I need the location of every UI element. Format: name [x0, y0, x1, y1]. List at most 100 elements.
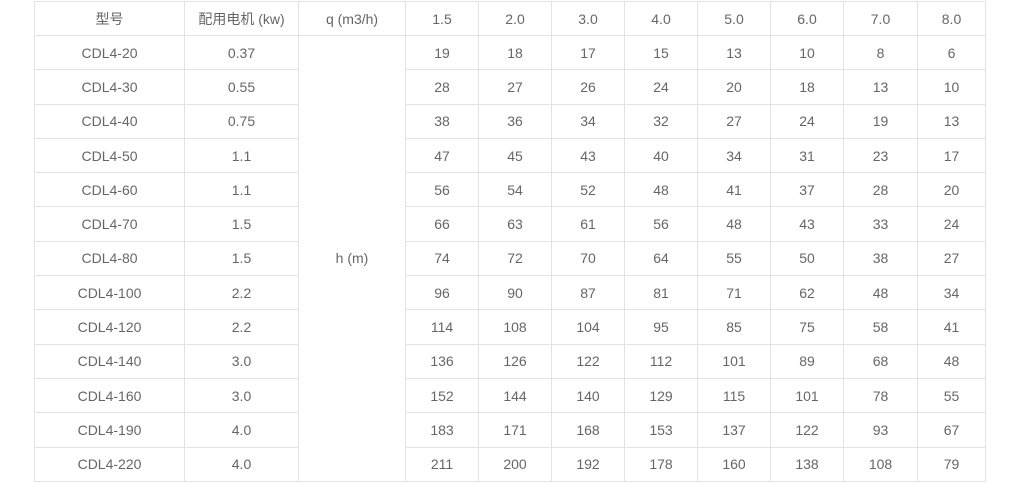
header-flow-value: 6.0 — [770, 1, 844, 36]
head-value-cell: 108 — [478, 309, 552, 345]
head-value-cell: 24 — [624, 69, 698, 105]
motor-cell: 0.75 — [184, 103, 299, 139]
head-value-cell: 192 — [551, 446, 625, 482]
head-value-cell: 70 — [551, 240, 625, 277]
table-row: CDL4-100 2.2 96 90 87 81 71 62 48 34 — [34, 275, 986, 311]
head-value-cell: 61 — [551, 206, 625, 242]
head-value-cell: 52 — [551, 172, 625, 208]
head-value-cell: 48 — [917, 343, 986, 379]
model-cell: CDL4-50 — [34, 137, 185, 174]
head-value-cell: 93 — [843, 412, 918, 448]
head-value-cell: 26 — [551, 69, 625, 105]
header-flow: q (m3/h) — [298, 1, 406, 36]
head-value-cell: 56 — [624, 206, 698, 242]
head-value-cell: 108 — [843, 446, 918, 482]
head-value-cell: 24 — [770, 103, 844, 139]
model-cell: CDL4-60 — [34, 172, 185, 208]
header-flow-value: 1.5 — [405, 1, 479, 36]
head-value-cell: 68 — [843, 343, 918, 379]
head-value-cell: 211 — [405, 446, 479, 482]
head-value-cell: 171 — [478, 412, 552, 448]
head-value-cell: 28 — [843, 172, 918, 208]
head-value-cell: 10 — [770, 34, 844, 71]
head-value-cell: 19 — [843, 103, 918, 139]
head-value-cell: 62 — [770, 275, 844, 311]
motor-cell: 4.0 — [184, 446, 299, 482]
model-cell: CDL4-190 — [34, 412, 185, 448]
head-value-cell: 48 — [697, 206, 771, 242]
motor-cell: 2.2 — [184, 309, 299, 345]
head-value-cell: 81 — [624, 275, 698, 311]
motor-cell: 0.55 — [184, 69, 299, 105]
head-value-cell: 78 — [843, 377, 918, 414]
motor-cell: 1.1 — [184, 137, 299, 174]
head-value-cell: 67 — [917, 412, 986, 448]
header-motor: 配用电机 (kw) — [184, 1, 299, 36]
model-cell: CDL4-70 — [34, 206, 185, 242]
model-cell: CDL4-160 — [34, 377, 185, 414]
head-value-cell: 54 — [478, 172, 552, 208]
head-value-cell: 104 — [551, 309, 625, 345]
head-value-cell: 90 — [478, 275, 552, 311]
head-value-cell: 47 — [405, 137, 479, 174]
head-value-cell: 114 — [405, 309, 479, 345]
head-value-cell: 55 — [917, 377, 986, 414]
head-value-cell: 137 — [697, 412, 771, 448]
model-cell: CDL4-30 — [34, 69, 185, 105]
head-value-cell: 6 — [917, 34, 986, 71]
table-row: CDL4-30 0.55 28 27 26 24 20 18 13 10 — [34, 69, 986, 105]
head-value-cell: 32 — [624, 103, 698, 139]
head-value-cell: 20 — [697, 69, 771, 105]
table-row: CDL4-70 1.5 66 63 61 56 48 43 33 24 — [34, 206, 986, 242]
model-cell: CDL4-80 — [34, 240, 185, 277]
head-value-cell: 178 — [624, 446, 698, 482]
head-value-cell: 138 — [770, 446, 844, 482]
head-value-cell: 48 — [843, 275, 918, 311]
head-label-cell: h (m) — [298, 35, 406, 482]
head-value-cell: 33 — [843, 206, 918, 242]
model-cell: CDL4-20 — [34, 34, 185, 71]
model-cell: CDL4-220 — [34, 446, 185, 482]
head-value-cell: 40 — [624, 137, 698, 174]
head-value-cell: 43 — [770, 206, 844, 242]
head-value-cell: 18 — [770, 69, 844, 105]
head-value-cell: 122 — [770, 412, 844, 448]
header-flow-value: 7.0 — [843, 1, 918, 36]
head-value-cell: 122 — [551, 343, 625, 379]
head-value-cell: 152 — [405, 377, 479, 414]
head-value-cell: 168 — [551, 412, 625, 448]
head-value-cell: 115 — [697, 377, 771, 414]
motor-cell: 4.0 — [184, 412, 299, 448]
header-flow-value: 5.0 — [697, 1, 771, 36]
head-value-cell: 41 — [917, 309, 986, 345]
table-row: CDL4-120 2.2 114 108 104 95 85 75 58 41 — [34, 309, 986, 345]
head-value-cell: 64 — [624, 240, 698, 277]
head-value-cell: 56 — [405, 172, 479, 208]
head-value-cell: 13 — [917, 103, 986, 139]
head-value-cell: 140 — [551, 377, 625, 414]
head-value-cell: 144 — [478, 377, 552, 414]
head-value-cell: 27 — [917, 240, 986, 277]
head-value-cell: 58 — [843, 309, 918, 345]
head-value-cell: 43 — [551, 137, 625, 174]
head-value-cell: 89 — [770, 343, 844, 379]
head-value-cell: 34 — [917, 275, 986, 311]
table-row: CDL4-160 3.0 152 144 140 129 115 101 78 55 — [34, 377, 986, 414]
head-value-cell: 27 — [697, 103, 771, 139]
head-value-cell: 27 — [478, 69, 552, 105]
head-value-cell: 63 — [478, 206, 552, 242]
head-value-cell: 200 — [478, 446, 552, 482]
motor-cell: 3.0 — [184, 343, 299, 379]
motor-cell: 3.0 — [184, 377, 299, 414]
motor-cell: 1.1 — [184, 172, 299, 208]
table-row: CDL4-50 1.1 47 45 43 40 34 31 23 17 — [34, 137, 986, 174]
head-value-cell: 55 — [697, 240, 771, 277]
motor-cell: 0.37 — [184, 34, 299, 71]
head-value-cell: 95 — [624, 309, 698, 345]
head-value-cell: 66 — [405, 206, 479, 242]
header-flow-value: 2.0 — [478, 1, 552, 36]
head-value-cell: 87 — [551, 275, 625, 311]
header-flow-value: 4.0 — [624, 1, 698, 36]
head-value-cell: 24 — [917, 206, 986, 242]
pump-performance-table: 型号 配用电机 (kw) q (m3/h) 1.5 2.0 3.0 4.0 5.0 6.0… — [34, 1, 986, 482]
